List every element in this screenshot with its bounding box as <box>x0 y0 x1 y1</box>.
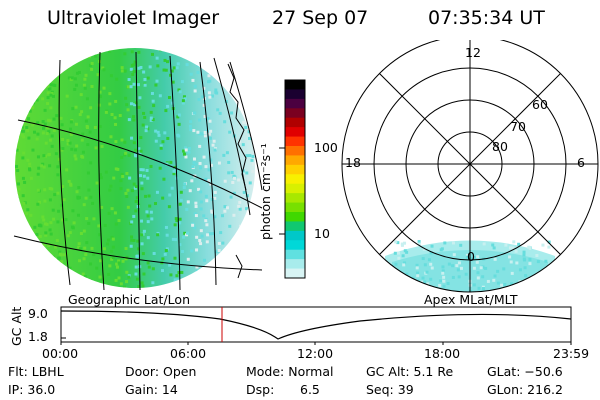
dsp-label: Dsp: <box>246 382 275 397</box>
colorbar-band <box>285 240 305 251</box>
colorbar-band <box>285 146 305 156</box>
colorbar-band <box>285 212 305 222</box>
colorbar-band <box>285 155 305 166</box>
gain-info: Gain: 14 <box>125 382 178 397</box>
altitude-plot <box>60 306 572 345</box>
colorbar-band <box>285 221 305 232</box>
colorbar <box>279 79 306 279</box>
coastline <box>227 63 247 279</box>
colorbar-unit-label: photon cm⁻²s⁻¹ <box>258 143 273 240</box>
colorbar-band <box>285 193 305 204</box>
mlat-label-60: 60 <box>532 97 548 112</box>
colorbar-tick-100: 100 <box>314 140 338 155</box>
mlt-label-0: 0 <box>467 249 475 264</box>
colorbar-band <box>285 89 305 100</box>
colorbar-band <box>285 202 305 213</box>
colorbar-band <box>285 259 305 270</box>
time-tick-1800: 18:00 <box>424 346 461 361</box>
mlt-label-12: 12 <box>465 45 481 60</box>
mode-info: Mode: Normal <box>246 364 334 379</box>
glat-info: GLat: −50.6 <box>487 364 563 379</box>
mlt-label-18: 18 <box>345 155 361 170</box>
gc-alt-info: GC Alt: 5.1 Re <box>366 364 454 379</box>
colorbar-band <box>285 183 305 194</box>
mlat-label-70: 70 <box>510 119 526 134</box>
colorbar-strip <box>285 80 305 279</box>
altitude-tick-high: 9.0 <box>28 306 48 321</box>
colorbar-band <box>285 268 305 279</box>
time-tick-1200: 12:00 <box>297 346 334 361</box>
colorbar-band <box>285 249 305 260</box>
geographic-image <box>13 48 263 291</box>
altitude-curve <box>60 310 572 340</box>
altitude-axis-label: GC Alt <box>9 306 24 346</box>
colorbar-band <box>285 136 305 147</box>
latlon-grid <box>13 51 263 291</box>
time-tick-0600: 06:00 <box>170 346 207 361</box>
mlt-label-6: 6 <box>577 155 585 170</box>
observation-date: 27 Sep 07 <box>272 7 369 29</box>
colorbar-band <box>285 117 305 128</box>
geo-caption: Geographic Lat/Lon <box>68 292 190 307</box>
altitude-tick-low: 1.8 <box>28 329 48 344</box>
colorbar-band <box>285 127 305 138</box>
instrument-title: Ultraviolet Imager <box>47 7 220 29</box>
seq-info: Seq: 39 <box>366 382 414 397</box>
colorbar-band <box>285 230 305 241</box>
glon-info: GLon: 216.2 <box>487 382 563 397</box>
colorbar-band <box>285 108 305 119</box>
polar-speckle <box>393 240 552 292</box>
door-info: Door: Open <box>125 364 197 379</box>
polar-caption: Apex MLat/MLT <box>424 292 518 307</box>
filter-info: Flt: LBHL <box>8 364 64 379</box>
colorbar-band <box>285 164 305 175</box>
dsp-value: 6.5 <box>300 382 320 397</box>
colorbar-tick-10: 10 <box>314 226 330 241</box>
time-tick-0000: 00:00 <box>42 346 79 361</box>
observation-time: 07:35:34 UT <box>428 7 545 29</box>
time-tick-2359: 23:59 <box>553 346 590 361</box>
colorbar-band <box>285 98 305 109</box>
polar-plot <box>341 40 599 293</box>
colorbar-band <box>285 174 305 185</box>
colorbar-band <box>285 80 305 90</box>
ip-info: IP: 36.0 <box>8 382 56 397</box>
polar-grid <box>341 40 599 293</box>
mlat-label-80: 80 <box>492 139 508 154</box>
